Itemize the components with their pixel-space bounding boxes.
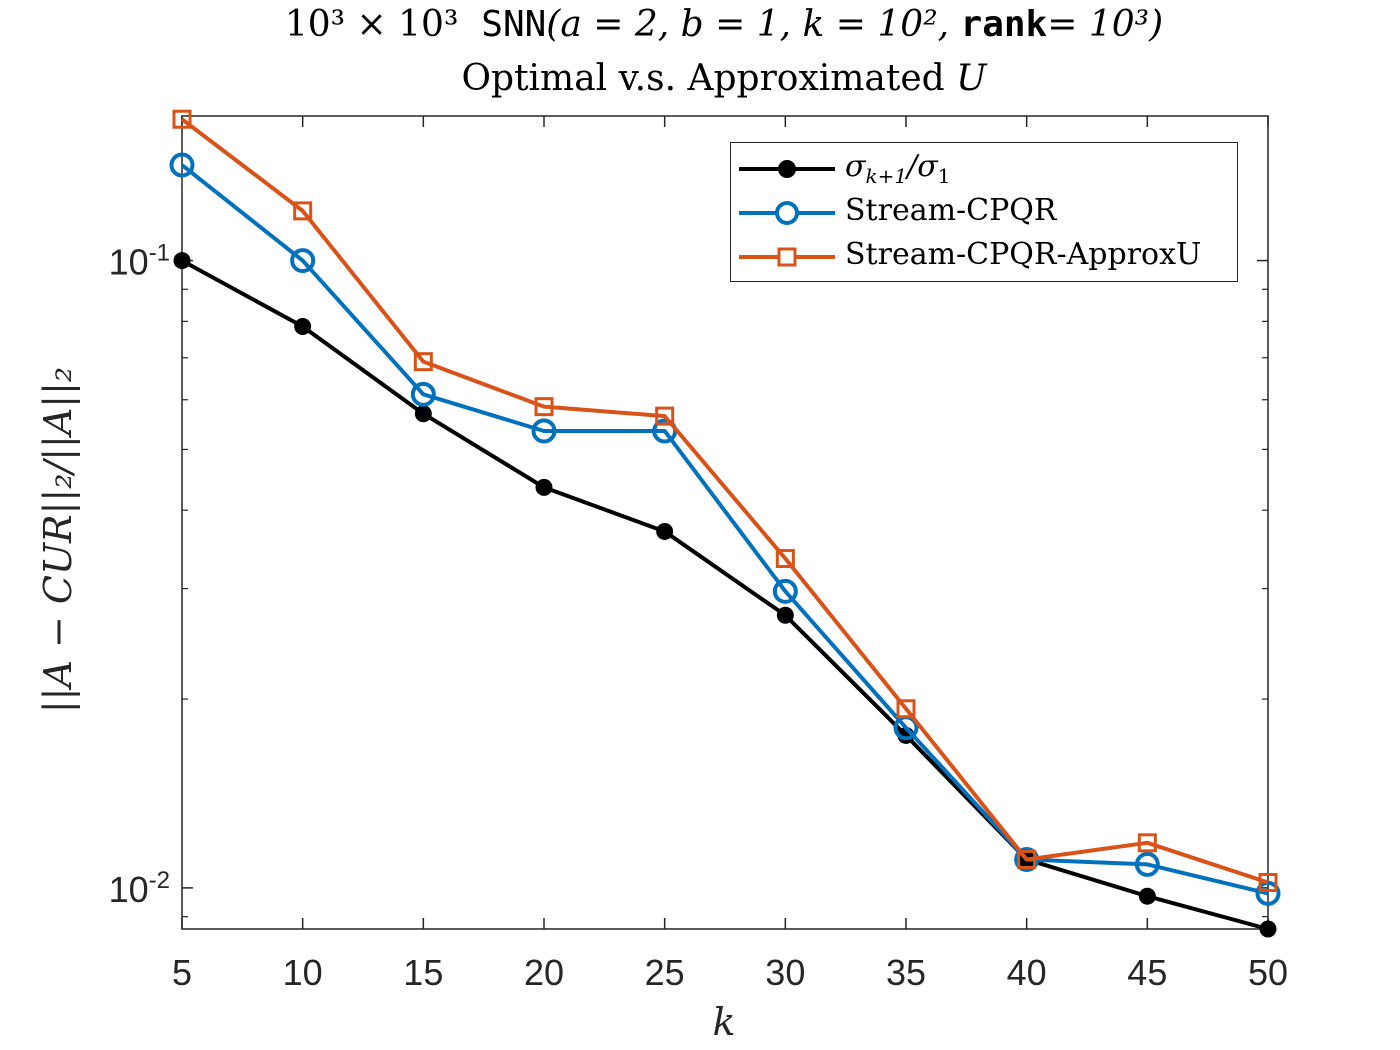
series-sigma-ratio — [173, 252, 1277, 938]
x-axis-label: k — [712, 1000, 736, 1044]
data-point — [293, 201, 313, 221]
series-line — [180, 117, 1269, 885]
chart-title-line-1: 10³ × 10³ SNN(a = 2, b = 1, k = 10², ran… — [180, 4, 1268, 45]
x-tick-label: 40 — [1007, 952, 1047, 993]
title-math-size: 10³ × 10³ — [284, 4, 459, 45]
data-point — [531, 418, 557, 444]
y-axis-label: ||A − CUR||₂/||A||₂ — [36, 366, 80, 714]
data-point — [410, 381, 436, 407]
title-math-rank: = 10³) — [1047, 4, 1164, 45]
x-tick-label: 50 — [1248, 952, 1288, 993]
series-layer — [169, 109, 1281, 938]
x-tick-label: 10 — [283, 952, 323, 993]
series-line — [181, 258, 1269, 931]
data-point — [655, 406, 675, 426]
x-tick-label: 25 — [645, 952, 685, 993]
data-point — [1017, 849, 1037, 869]
data-point — [290, 248, 316, 274]
data-point — [656, 522, 674, 540]
legend-swatch-stream-cpqr — [739, 201, 835, 225]
data-point — [1134, 851, 1160, 877]
data-point — [896, 699, 916, 719]
x-tick-label: 45 — [1127, 952, 1167, 993]
title-math-params: (a = 2, b = 1, k = 10², — [546, 4, 961, 45]
x-tick-label: 35 — [886, 952, 926, 993]
title-mono-snn: SNN — [481, 4, 547, 45]
title-mono-rank: rank — [960, 4, 1048, 45]
y-tick-label: 10-1 — [109, 240, 170, 283]
data-point — [1138, 887, 1156, 905]
series-stream-cpqr-approxu — [172, 109, 1278, 893]
chart-title-line-2: Optimal v.s. Approximated U — [180, 58, 1268, 99]
data-point — [172, 109, 192, 129]
title-line2-math: U — [956, 58, 987, 99]
data-point — [294, 318, 312, 336]
legend-item-stream-cpqr-approxu: Stream-CPQR-ApproxU — [731, 235, 1237, 279]
data-point — [775, 549, 795, 569]
x-tick-label: 5 — [172, 952, 192, 993]
axis-ticks: 5 10 15 20 25 30 35 40 45 50 10-1 10-2 — [109, 116, 1288, 993]
legend-swatch-stream-cpqr-approxu — [739, 247, 835, 267]
data-point — [1259, 920, 1277, 938]
data-point — [535, 478, 553, 496]
data-point — [173, 252, 191, 270]
x-tick-label: 15 — [403, 952, 443, 993]
legend: σk+1/σ1 Stream-CPQR Stream-CPQR-ApproxU — [730, 142, 1238, 282]
legend-swatch-sigma — [739, 160, 835, 178]
data-point — [169, 152, 195, 178]
data-point — [414, 405, 432, 423]
x-tick-label: 30 — [765, 952, 805, 993]
data-point — [413, 352, 433, 372]
legend-label-stream-cpqr: Stream-CPQR — [845, 193, 1057, 228]
legend-item-sigma: σk+1/σ1 — [731, 147, 1237, 191]
legend-label-stream-cpqr-approxu: Stream-CPQR-ApproxU — [845, 237, 1202, 272]
data-point — [776, 606, 794, 624]
data-point — [1137, 833, 1157, 853]
data-point — [772, 578, 798, 604]
x-tick-label: 20 — [524, 952, 564, 993]
legend-label-sigma: σk+1/σ1 — [845, 149, 951, 188]
legend-item-stream-cpqr: Stream-CPQR — [731, 191, 1237, 235]
title-line2-text: Optimal v.s. Approximated — [461, 58, 957, 99]
data-point — [1258, 873, 1278, 893]
y-tick-label: 10-2 — [109, 867, 170, 910]
data-point — [1255, 880, 1281, 906]
series-line — [180, 163, 1269, 896]
data-point — [534, 397, 554, 417]
